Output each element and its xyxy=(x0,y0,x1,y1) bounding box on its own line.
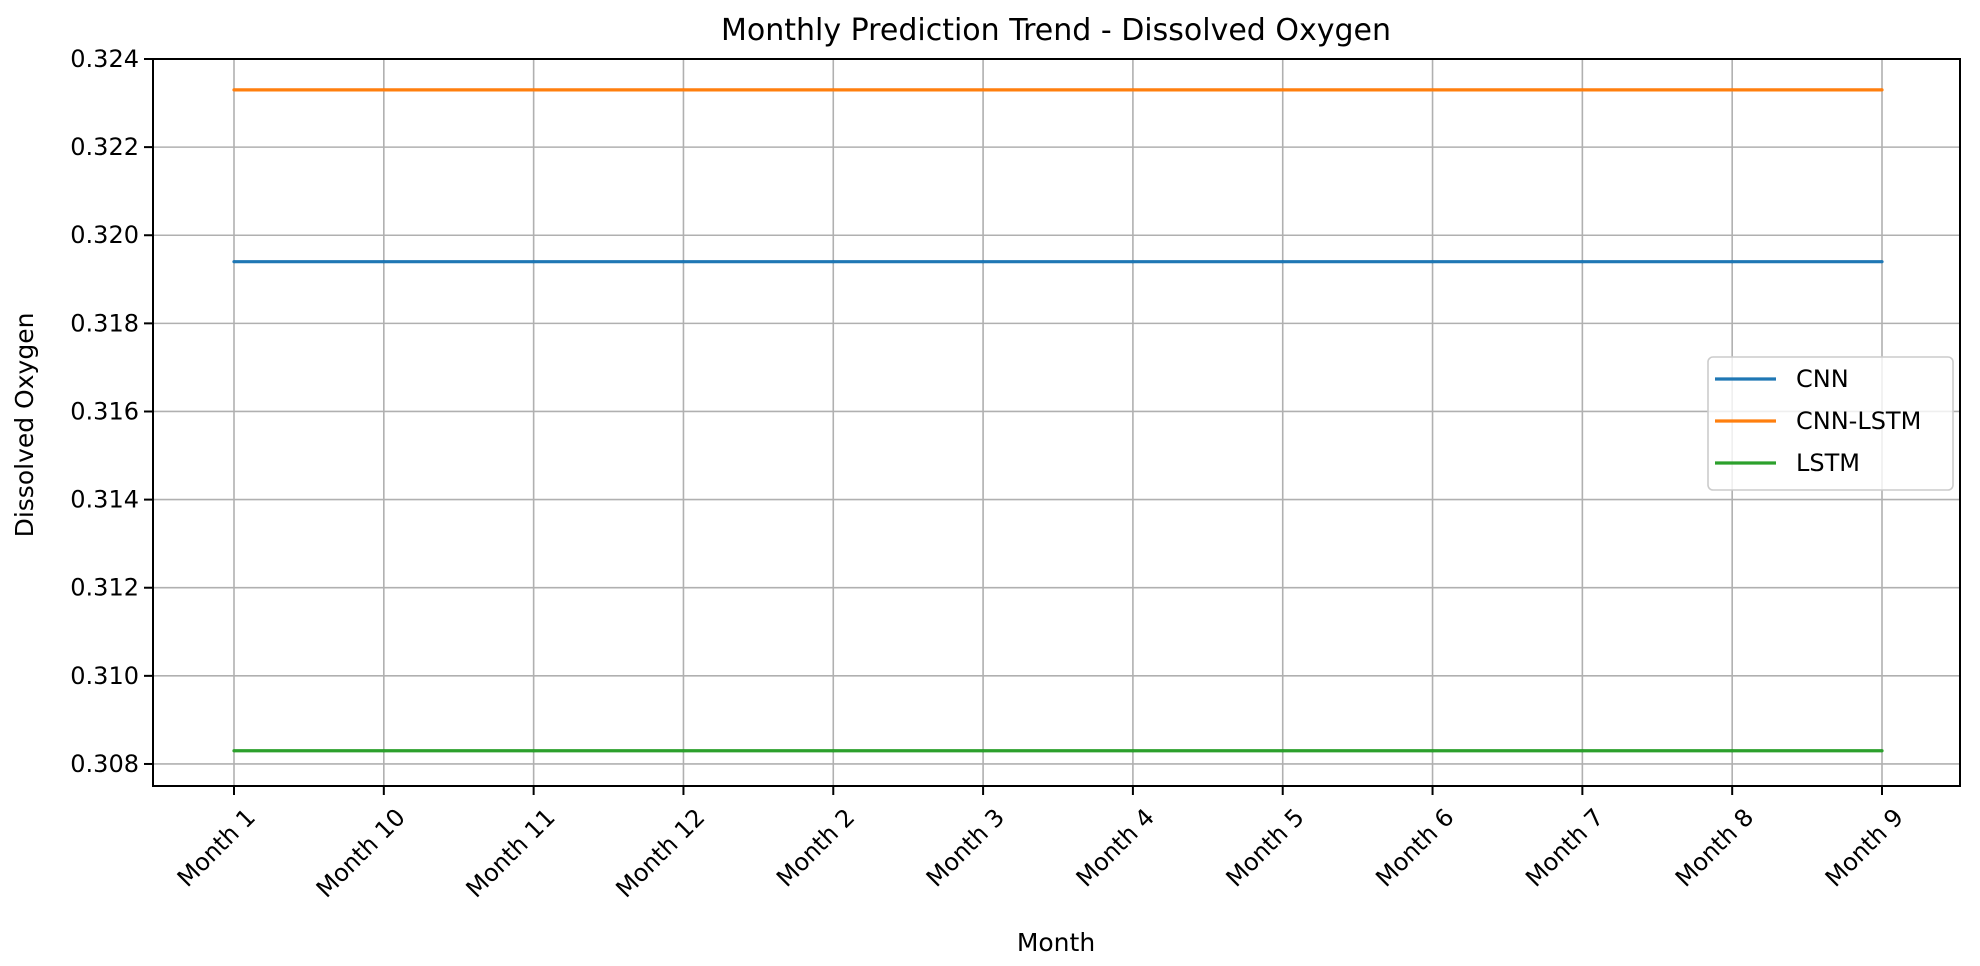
data-point xyxy=(1281,260,1285,264)
y-tick-label: 0.316 xyxy=(70,397,139,425)
data-point xyxy=(1730,749,1734,753)
plot-frame xyxy=(152,58,1961,787)
data-point xyxy=(232,260,236,264)
data-point xyxy=(1281,749,1285,753)
data-point xyxy=(382,260,386,264)
y-tick-label: 0.320 xyxy=(70,221,139,249)
data-point xyxy=(1580,88,1584,92)
data-point xyxy=(981,88,985,92)
data-point xyxy=(1131,749,1135,753)
data-point xyxy=(382,88,386,92)
y-axis: 0.308 0.310 0.312 0.314 0.316 0.318 0.320 0.322… xyxy=(70,45,153,778)
y-tick-label: 0.318 xyxy=(70,309,139,337)
data-point xyxy=(681,88,686,92)
x-axis-label: Month xyxy=(1017,928,1095,957)
y-tick-label: 0.314 xyxy=(70,486,139,514)
data-point xyxy=(1131,88,1135,92)
y-tick-label: 0.324 xyxy=(70,45,139,73)
data-point xyxy=(1131,260,1135,264)
data-point xyxy=(532,260,536,264)
y-tick-label: 0.312 xyxy=(70,574,139,602)
data-point xyxy=(532,749,536,753)
data-point xyxy=(1880,88,1884,92)
data-point xyxy=(981,749,985,753)
data-point xyxy=(681,260,686,264)
data-point xyxy=(831,260,835,264)
data-point xyxy=(382,749,386,753)
data-point xyxy=(1430,260,1435,264)
legend-label: LSTM xyxy=(1796,449,1860,477)
y-tick-label: 0.322 xyxy=(70,133,139,161)
legend: CNN CNN-LSTM LSTM xyxy=(1707,356,1954,491)
data-point xyxy=(232,749,236,753)
y-axis-label: Dissolved Oxygen xyxy=(10,313,39,538)
data-point xyxy=(532,88,536,92)
legend-box xyxy=(1707,356,1954,491)
chart-title: Monthly Prediction Trend - Dissolved Oxy… xyxy=(721,13,1391,48)
series-lines xyxy=(232,88,1884,753)
data-point xyxy=(1430,749,1435,753)
data-point xyxy=(1580,749,1584,753)
data-point xyxy=(232,88,236,92)
legend-label: CNN-LSTM xyxy=(1796,407,1921,435)
legend-label: CNN xyxy=(1796,365,1849,393)
data-point xyxy=(831,749,835,753)
data-point xyxy=(1730,260,1734,264)
y-tick-label: 0.310 xyxy=(70,662,139,690)
data-point xyxy=(981,260,985,264)
data-point xyxy=(1281,88,1285,92)
data-point xyxy=(1580,260,1584,264)
data-point xyxy=(1730,88,1734,92)
data-point xyxy=(681,749,686,753)
y-tick-label: 0.308 xyxy=(70,750,139,778)
data-point xyxy=(1880,260,1884,264)
data-point xyxy=(831,88,835,92)
data-point xyxy=(1880,749,1884,753)
data-point xyxy=(1430,88,1435,92)
